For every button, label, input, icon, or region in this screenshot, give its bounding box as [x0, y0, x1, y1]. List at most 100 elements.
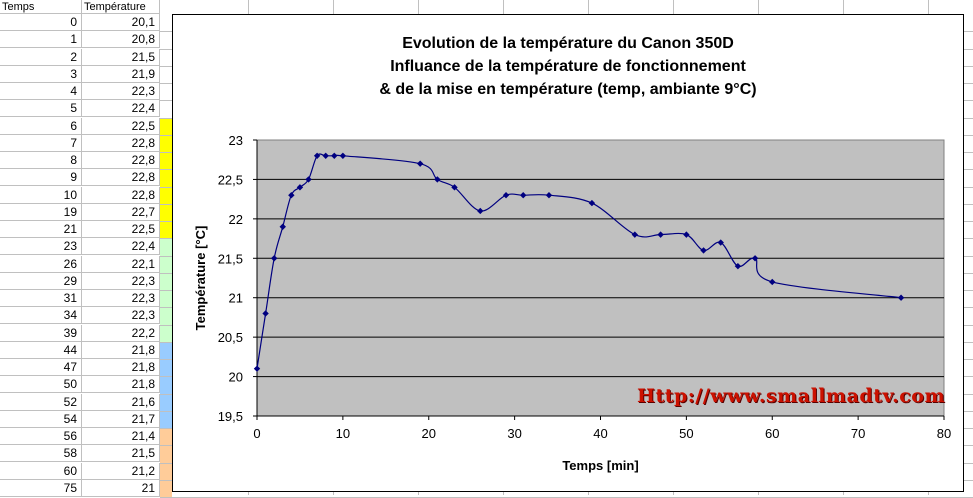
chart-title-line-2: Influance de la température de fonctionn…	[390, 58, 746, 75]
data-point	[700, 247, 707, 254]
x-tick-label: 0	[253, 426, 260, 441]
data-point	[477, 207, 484, 215]
data-point	[631, 231, 639, 238]
cell-temperature[interactable]: 21,7	[82, 410, 160, 428]
data-point	[288, 192, 295, 199]
x-tick-label: 50	[679, 426, 693, 441]
cell-temps[interactable]: 47	[0, 359, 82, 376]
cell-temperature[interactable]: 22,3	[82, 307, 160, 325]
cell-temps[interactable]: 54	[0, 410, 82, 428]
column-header-temperature[interactable]: Température	[82, 0, 160, 14]
cell-temps[interactable]: 60	[0, 462, 82, 480]
data-point	[683, 231, 690, 238]
x-tick-label: 20	[422, 426, 436, 441]
data-point	[313, 152, 321, 159]
data-point	[717, 239, 724, 246]
cell-temperature[interactable]: 22,4	[82, 238, 160, 256]
cell-temps[interactable]: 50	[0, 376, 82, 394]
data-point	[897, 294, 905, 301]
cell-temps[interactable]: 56	[0, 428, 82, 445]
cell-temps[interactable]: 10	[0, 186, 82, 204]
cell-temps[interactable]: 3	[0, 65, 82, 83]
cell-temperature[interactable]: 21	[82, 479, 160, 497]
cell-temps[interactable]: 39	[0, 324, 82, 342]
cell-temperature[interactable]: 21,4	[82, 428, 160, 445]
cell-temps[interactable]: 23	[0, 238, 82, 256]
data-point	[434, 176, 441, 183]
cell-temperature[interactable]: 20,1	[82, 14, 160, 31]
cell-temps[interactable]: 34	[0, 307, 82, 325]
cell-temperature[interactable]: 21,8	[82, 359, 160, 376]
cell-temps[interactable]: 9	[0, 169, 82, 187]
data-point	[734, 262, 742, 270]
cell-temperature[interactable]: 22,3	[82, 83, 160, 100]
cell-temperature[interactable]: 21,8	[82, 376, 160, 394]
y-tick-label: 20	[229, 370, 243, 385]
chart-area[interactable]: Evolution de la température du Canon 350…	[172, 14, 964, 492]
cell-temperature[interactable]: 22,5	[82, 221, 160, 238]
cell-temps[interactable]: 8	[0, 152, 82, 169]
cell-temperature[interactable]: 22,8	[82, 186, 160, 204]
x-tick-label: 30	[507, 426, 521, 441]
watermark-url: Http://www.smallmadtv.com	[637, 385, 946, 407]
cell-temps[interactable]: 19	[0, 203, 82, 221]
plot-area	[256, 139, 945, 417]
cell-temperature[interactable]: 21,5	[82, 48, 160, 66]
data-point	[657, 231, 664, 238]
cell-temperature[interactable]: 20,8	[82, 31, 160, 49]
x-tick-label: 10	[336, 426, 350, 441]
cell-temps[interactable]: 44	[0, 341, 82, 359]
cell-temps[interactable]: 21	[0, 221, 82, 238]
cell-temperature[interactable]: 22,8	[82, 169, 160, 187]
column-header-temps[interactable]: Temps	[0, 0, 82, 14]
cell-temps[interactable]: 6	[0, 117, 82, 135]
cell-temperature[interactable]: 22,3	[82, 272, 160, 290]
y-tick-label: 19,5	[218, 409, 243, 424]
x-tick-label: 40	[593, 426, 607, 441]
chart-title-line-1: Evolution de la température du Canon 350…	[402, 35, 734, 52]
cell-temperature[interactable]: 22,4	[82, 100, 160, 118]
cell-temperature[interactable]: 22,3	[82, 290, 160, 307]
cell-temperature[interactable]: 22,8	[82, 152, 160, 169]
cell-temps[interactable]: 7	[0, 134, 82, 152]
data-point	[588, 199, 596, 207]
cell-temperature[interactable]: 21,2	[82, 462, 160, 480]
data-point	[322, 152, 329, 159]
data-point	[296, 184, 304, 191]
y-tick-label: 23	[229, 133, 243, 148]
data-point	[751, 255, 759, 262]
cell-temps[interactable]: 0	[0, 14, 82, 31]
cell-temperature[interactable]: 21,8	[82, 341, 160, 359]
data-point	[416, 160, 424, 167]
cell-temps[interactable]: 58	[0, 445, 82, 463]
cell-temperature[interactable]: 22,2	[82, 324, 160, 342]
cell-temps[interactable]: 29	[0, 272, 82, 290]
x-tick-label: 60	[765, 426, 779, 441]
cell-temps[interactable]: 75	[0, 479, 82, 497]
cell-temps[interactable]: 2	[0, 48, 82, 66]
x-tick-label: 80	[937, 426, 951, 441]
cell-temperature[interactable]: 21,5	[82, 445, 160, 463]
cell-temps[interactable]: 31	[0, 290, 82, 307]
cell-temperature[interactable]: 22,8	[82, 134, 160, 152]
y-tick-label: 21	[229, 291, 243, 306]
y-tick-label: 22	[229, 212, 243, 227]
cell-temps[interactable]: 26	[0, 255, 82, 273]
row-highlight-band	[160, 117, 172, 239]
temperature-chart: 19,5 20 20,5 21 21,5 22 22,5 23 0 10 20 30 40 50 60 70 8…	[193, 133, 951, 473]
x-tick-label: 70	[851, 426, 865, 441]
cell-temperature[interactable]: 22,5	[82, 117, 160, 135]
cell-temps[interactable]: 52	[0, 393, 82, 411]
cell-temperature[interactable]: 22,7	[82, 203, 160, 221]
y-tick-label: 21,5	[218, 251, 243, 266]
y-tick-label: 22,5	[218, 172, 243, 187]
cell-temperature[interactable]: 21,6	[82, 393, 160, 411]
cell-temperature[interactable]: 22,1	[82, 255, 160, 273]
cell-temperature[interactable]: 21,9	[82, 65, 160, 83]
data-point	[339, 152, 347, 159]
data-point	[262, 310, 269, 317]
cell-temps[interactable]: 5	[0, 100, 82, 118]
row-highlight-band	[160, 341, 172, 428]
cell-temps[interactable]: 1	[0, 31, 82, 49]
cell-temps[interactable]: 4	[0, 83, 82, 100]
